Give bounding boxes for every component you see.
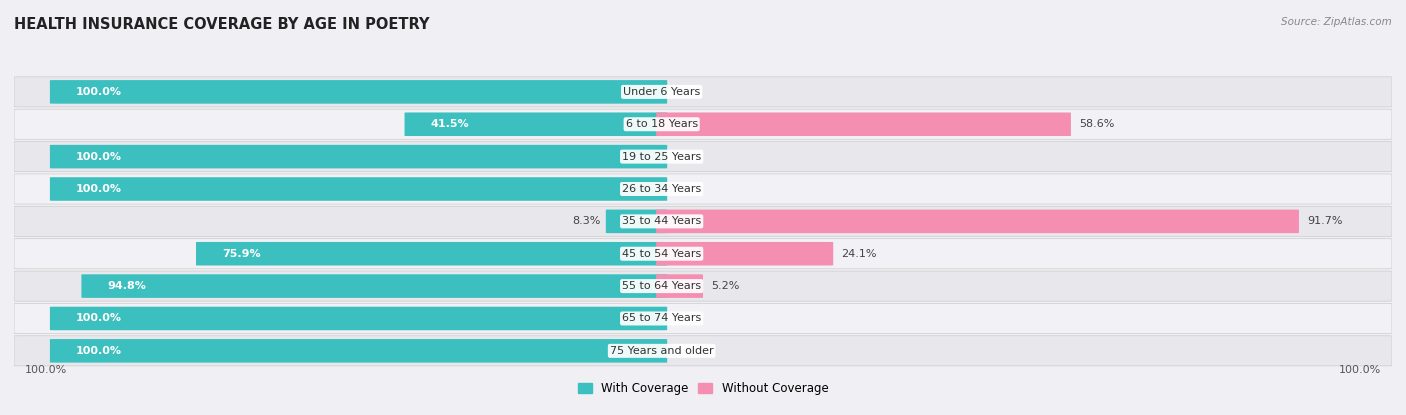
Text: 8.3%: 8.3% bbox=[572, 216, 600, 226]
FancyBboxPatch shape bbox=[14, 336, 1392, 366]
Text: 6 to 18 Years: 6 to 18 Years bbox=[626, 119, 697, 129]
FancyBboxPatch shape bbox=[657, 210, 1299, 233]
Text: 100.0%: 100.0% bbox=[76, 184, 122, 194]
FancyBboxPatch shape bbox=[49, 145, 668, 168]
FancyBboxPatch shape bbox=[14, 109, 1392, 139]
FancyBboxPatch shape bbox=[606, 210, 668, 233]
Text: 35 to 44 Years: 35 to 44 Years bbox=[621, 216, 702, 226]
FancyBboxPatch shape bbox=[657, 242, 834, 266]
Text: 5.2%: 5.2% bbox=[711, 281, 740, 291]
FancyBboxPatch shape bbox=[657, 112, 1071, 136]
Text: Source: ZipAtlas.com: Source: ZipAtlas.com bbox=[1281, 17, 1392, 27]
Text: 41.5%: 41.5% bbox=[430, 119, 470, 129]
FancyBboxPatch shape bbox=[82, 274, 668, 298]
Text: 91.7%: 91.7% bbox=[1308, 216, 1343, 226]
Text: 100.0%: 100.0% bbox=[25, 365, 67, 375]
Text: Under 6 Years: Under 6 Years bbox=[623, 87, 700, 97]
FancyBboxPatch shape bbox=[14, 303, 1392, 334]
Text: 55 to 64 Years: 55 to 64 Years bbox=[621, 281, 702, 291]
Text: 100.0%: 100.0% bbox=[76, 151, 122, 161]
Text: 75.9%: 75.9% bbox=[222, 249, 260, 259]
Text: 75 Years and older: 75 Years and older bbox=[610, 346, 713, 356]
FancyBboxPatch shape bbox=[14, 271, 1392, 301]
Text: 100.0%: 100.0% bbox=[76, 87, 122, 97]
Legend: With Coverage, Without Coverage: With Coverage, Without Coverage bbox=[572, 378, 834, 400]
Text: HEALTH INSURANCE COVERAGE BY AGE IN POETRY: HEALTH INSURANCE COVERAGE BY AGE IN POET… bbox=[14, 17, 430, 32]
Text: 100.0%: 100.0% bbox=[76, 346, 122, 356]
FancyBboxPatch shape bbox=[14, 77, 1392, 107]
FancyBboxPatch shape bbox=[14, 206, 1392, 237]
Text: 26 to 34 Years: 26 to 34 Years bbox=[621, 184, 702, 194]
Text: 58.6%: 58.6% bbox=[1080, 119, 1115, 129]
FancyBboxPatch shape bbox=[49, 80, 668, 104]
Text: 65 to 74 Years: 65 to 74 Years bbox=[621, 313, 702, 323]
Text: 94.8%: 94.8% bbox=[108, 281, 146, 291]
Text: 45 to 54 Years: 45 to 54 Years bbox=[621, 249, 702, 259]
FancyBboxPatch shape bbox=[49, 177, 668, 201]
FancyBboxPatch shape bbox=[14, 142, 1392, 172]
Text: 19 to 25 Years: 19 to 25 Years bbox=[621, 151, 702, 161]
Text: 100.0%: 100.0% bbox=[1339, 365, 1381, 375]
FancyBboxPatch shape bbox=[14, 174, 1392, 204]
Text: 100.0%: 100.0% bbox=[76, 313, 122, 323]
FancyBboxPatch shape bbox=[195, 242, 668, 266]
FancyBboxPatch shape bbox=[657, 274, 703, 298]
FancyBboxPatch shape bbox=[49, 307, 668, 330]
FancyBboxPatch shape bbox=[49, 339, 668, 363]
FancyBboxPatch shape bbox=[14, 239, 1392, 269]
Text: 24.1%: 24.1% bbox=[841, 249, 877, 259]
FancyBboxPatch shape bbox=[405, 112, 668, 136]
